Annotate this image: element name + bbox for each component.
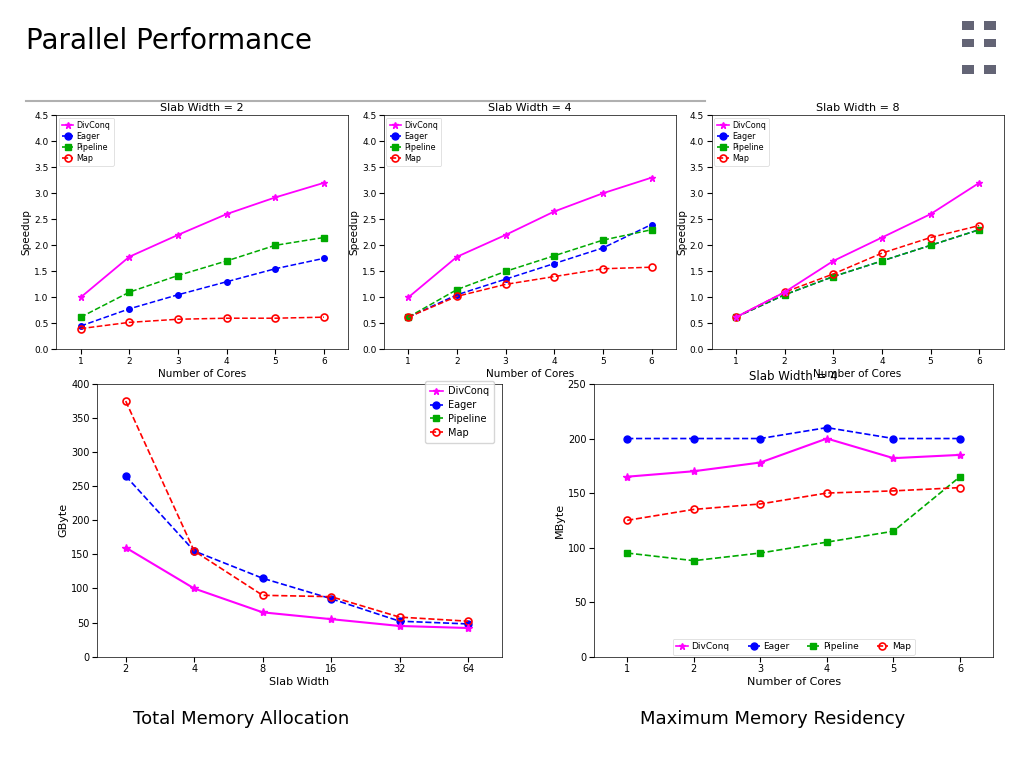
Bar [963, 65, 975, 74]
Legend: DivConq, Eager, Pipeline, Map: DivConq, Eager, Pipeline, Map [386, 118, 441, 166]
Y-axis label: MByte: MByte [555, 503, 565, 538]
Title: Slab Width = 8: Slab Width = 8 [816, 103, 899, 113]
Title: Slab Width = 4: Slab Width = 4 [750, 370, 838, 382]
Y-axis label: GByte: GByte [58, 503, 69, 538]
X-axis label: Slab Width: Slab Width [269, 677, 330, 687]
X-axis label: Number of Cores: Number of Cores [158, 369, 247, 379]
Text: Maximum Memory Residency: Maximum Memory Residency [640, 710, 906, 728]
Bar [963, 38, 975, 48]
Title: Slab Width = 2: Slab Width = 2 [161, 103, 244, 113]
X-axis label: Number of Cores: Number of Cores [746, 677, 841, 687]
Y-axis label: Speedup: Speedup [349, 210, 359, 255]
Bar [983, 21, 995, 30]
Legend: DivConq, Eager, Pipeline, Map: DivConq, Eager, Pipeline, Map [425, 381, 494, 442]
Bar [983, 65, 995, 74]
X-axis label: Number of Cores: Number of Cores [485, 369, 574, 379]
X-axis label: Number of Cores: Number of Cores [813, 369, 902, 379]
Text: Total Memory Allocation: Total Memory Allocation [132, 710, 349, 728]
Legend: DivConq, Eager, Pipeline, Map: DivConq, Eager, Pipeline, Map [58, 118, 114, 166]
Y-axis label: Speedup: Speedup [677, 210, 687, 255]
Text: UNIVERSITY OF LEEDS: UNIVERSITY OF LEEDS [753, 52, 900, 65]
Bar [983, 38, 995, 48]
Title: Slab Width = 4: Slab Width = 4 [488, 103, 571, 113]
Bar [963, 21, 975, 30]
Y-axis label: Speedup: Speedup [22, 210, 32, 255]
Bar [953, 15, 1005, 89]
Legend: DivConq, Eager, Pipeline, Map: DivConq, Eager, Pipeline, Map [673, 639, 914, 655]
Legend: DivConq, Eager, Pipeline, Map: DivConq, Eager, Pipeline, Map [714, 118, 769, 166]
Text: Parallel Performance: Parallel Performance [26, 27, 311, 55]
